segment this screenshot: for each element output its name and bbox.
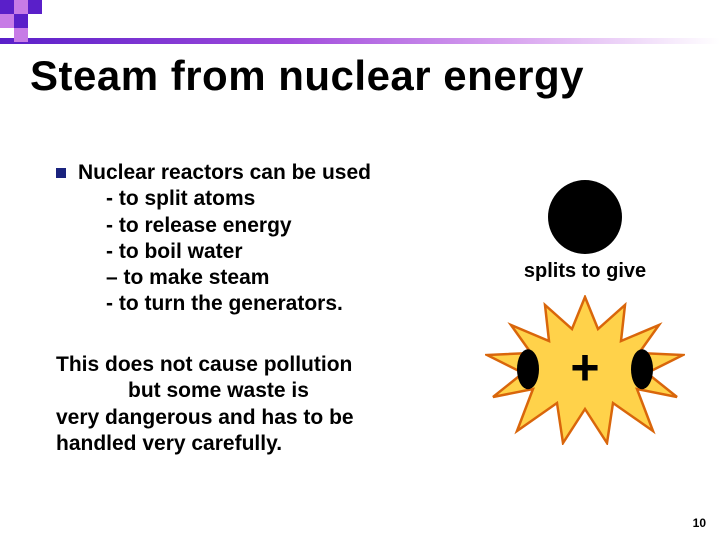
bullet-item: - to split atoms [106, 186, 371, 212]
slide-title: Steam from nuclear energy [30, 52, 584, 100]
bullet-item: - to turn the generators. [106, 291, 371, 317]
para-line: handled very carefully. [56, 431, 354, 457]
bullet-item: - to boil water [106, 239, 371, 265]
corner-decoration [0, 0, 80, 40]
burst-graphic: + [485, 295, 685, 445]
top-gradient-line [0, 38, 720, 44]
fragment-right-icon [631, 349, 653, 389]
atom-icon [548, 180, 622, 254]
atom-split-diagram: splits to give + [470, 180, 700, 445]
para-line: but some waste is [56, 378, 354, 404]
bullet-item: – to make steam [106, 265, 371, 291]
splits-label: splits to give [470, 260, 700, 283]
para-line: very dangerous and has to be [56, 405, 354, 431]
fragment-left-icon [517, 349, 539, 389]
bullet-lead: Nuclear reactors can be used [78, 160, 371, 186]
bullet-marker [56, 168, 66, 178]
para-line: This does not cause pollution [56, 352, 354, 378]
bullet-list: Nuclear reactors can be used - to split … [78, 160, 371, 318]
plus-icon: + [570, 339, 599, 397]
bullet-item: - to release energy [106, 213, 371, 239]
page-number: 10 [693, 516, 706, 530]
warning-paragraph: This does not cause pollution but some w… [56, 352, 354, 457]
